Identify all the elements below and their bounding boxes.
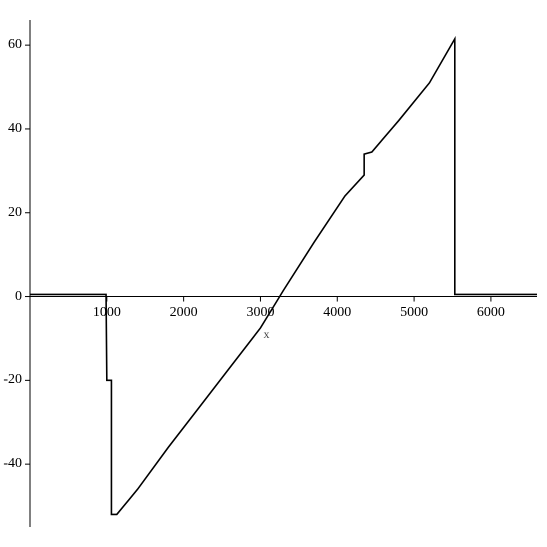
y-tick-label: 0 — [0, 289, 22, 305]
x-tick-label: 3000 — [230, 305, 290, 321]
line-chart: 1000 2000 3000 4000 5000 6000 -40 -20 0 20 40 60 x — [0, 0, 547, 547]
x-tick-label: 2000 — [154, 305, 214, 321]
y-tick-label: -20 — [0, 372, 22, 388]
x-tick-label: 5000 — [384, 305, 444, 321]
y-tick-label: 40 — [0, 121, 22, 137]
chart-svg — [0, 0, 547, 547]
x-tick-label: 6000 — [461, 305, 521, 321]
y-tick-label: 20 — [0, 205, 22, 221]
y-tick-label: 60 — [0, 37, 22, 53]
x-tick-label: 1000 — [77, 305, 137, 321]
data-series — [30, 39, 537, 515]
x-tick-label: 4000 — [307, 305, 367, 321]
y-tick-label: -40 — [0, 456, 22, 472]
x-axis-title: x — [264, 327, 270, 342]
